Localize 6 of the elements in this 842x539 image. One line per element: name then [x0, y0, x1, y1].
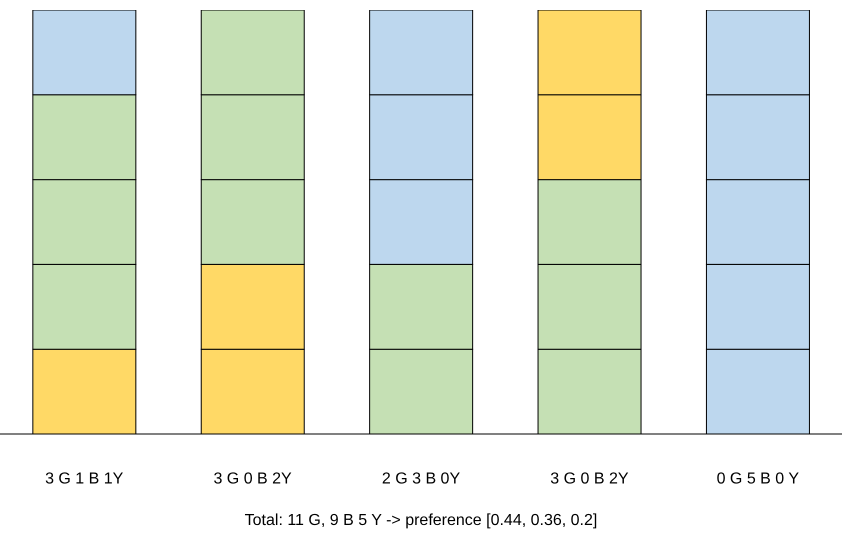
- x-tick-label: 2 G 3 B 0Y: [382, 470, 460, 488]
- text: Total: 11 G, 9 B 5 Y -> preference [0.44, 0.36, 0.2]: [244, 512, 598, 530]
- x-tick-label: 3 G 0 B 2Y: [213, 470, 292, 488]
- x-tick-label: 0 G 5 B 0 Y: [716, 470, 800, 488]
- x-tick-label: 3 G 1 B 1Y: [45, 470, 124, 488]
- x-tick-label: 3 G 0 B 2Y: [550, 470, 629, 488]
